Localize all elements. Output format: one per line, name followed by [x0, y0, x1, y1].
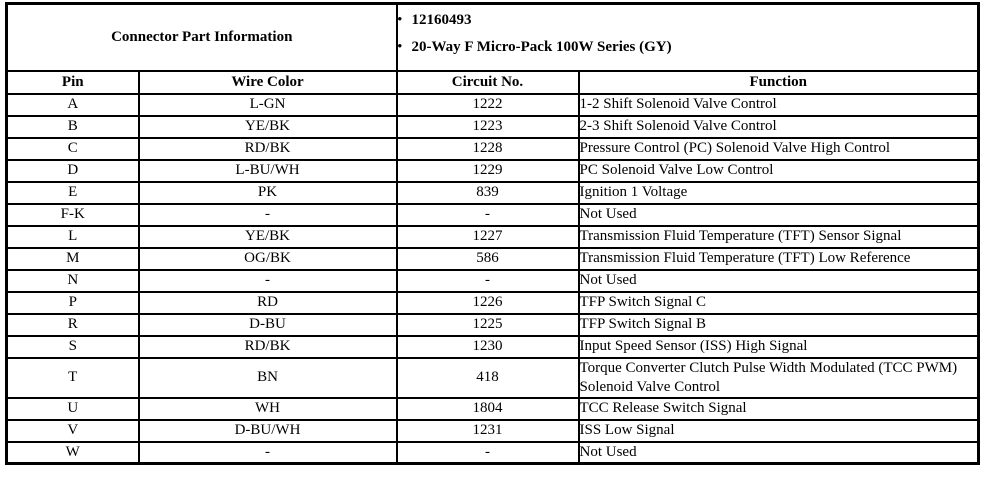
wire-color-cell: L-GN [137, 92, 398, 117]
table-row: A L-GN 1222 1-2 Shift Solenoid Valve Con… [5, 92, 980, 117]
table-row: E PK 839 Ignition 1 Voltage [5, 180, 980, 205]
wire-color-cell: - [137, 268, 398, 293]
function-cell: Not Used [577, 440, 980, 465]
table-row: R D-BU 1225 TFP Switch Signal B [5, 312, 980, 337]
pin-cell: M [5, 246, 140, 271]
circuit-cell: 1230 [395, 334, 580, 359]
pin-cell: D [5, 158, 140, 183]
circuit-cell: - [395, 440, 580, 465]
function-cell: 1-2 Shift Solenoid Valve Control [577, 92, 980, 117]
pin-cell: E [5, 180, 140, 205]
circuit-cell: 586 [395, 246, 580, 271]
header-cell-wire-color: Wire Color [137, 69, 398, 95]
wire-color-cell: D-BU [137, 312, 398, 337]
pin-cell: P [5, 290, 140, 315]
function-cell: TCC Release Switch Signal [577, 396, 980, 421]
wire-color-cell: YE/BK [137, 224, 398, 249]
pin-cell: R [5, 312, 140, 337]
table-row: F-K - - Not Used [5, 202, 980, 227]
part-number-item: • 12160493 [397, 10, 977, 29]
circuit-cell: - [395, 202, 580, 227]
wire-color-cell: - [137, 440, 398, 465]
function-cell: TFP Switch Signal C [577, 290, 980, 315]
circuit-cell: 1225 [395, 312, 580, 337]
header-cell-function: Function [577, 69, 980, 95]
function-cell: TFP Switch Signal B [577, 312, 980, 337]
circuit-cell: 1231 [395, 418, 580, 443]
circuit-cell: 418 [395, 356, 580, 399]
table-row: S RD/BK 1230 Input Speed Sensor (ISS) Hi… [5, 334, 980, 359]
wire-color-cell: WH [137, 396, 398, 421]
wire-color-cell: RD [137, 290, 398, 315]
pin-cell: N [5, 268, 140, 293]
table-row: U WH 1804 TCC Release Switch Signal [5, 396, 980, 421]
function-cell: PC Solenoid Valve Low Control [577, 158, 980, 183]
function-cell: Not Used [577, 268, 980, 293]
pin-cell: C [5, 136, 140, 161]
wire-color-cell: - [137, 202, 398, 227]
pin-cell: F-K [5, 202, 140, 227]
part-info-row: Connector Part Information • 12160493 • 20… [5, 2, 980, 72]
circuit-cell: 1222 [395, 92, 580, 117]
circuit-cell: - [395, 268, 580, 293]
wire-color-cell: BN [137, 356, 398, 399]
function-cell: Ignition 1 Voltage [577, 180, 980, 205]
wire-color-cell: D-BU/WH [137, 418, 398, 443]
circuit-cell: 1804 [395, 396, 580, 421]
function-cell: ISS Low Signal [577, 418, 980, 443]
wire-color-cell: RD/BK [137, 136, 398, 161]
table-row: T BN 418 Torque Converter Clutch Pulse W… [5, 356, 980, 399]
column-header-row: Pin Wire Color Circuit No. Function [5, 69, 980, 95]
function-cell: Transmission Fluid Temperature (TFT) Sen… [577, 224, 980, 249]
circuit-cell: 1223 [395, 114, 580, 139]
table-row: M OG/BK 586 Transmission Fluid Temperatu… [5, 246, 980, 271]
bullet-icon: • [397, 11, 403, 27]
pin-cell: W [5, 440, 140, 465]
wire-color-cell: PK [137, 180, 398, 205]
part-info-details: • 12160493 • 20-Way F Micro-Pack 100W Seri… [395, 2, 980, 72]
circuit-cell: 1228 [395, 136, 580, 161]
circuit-cell: 839 [395, 180, 580, 205]
table-row: C RD/BK 1228 Pressure Control (PC) Solen… [5, 136, 980, 161]
function-cell: Transmission Fluid Temperature (TFT) Low… [577, 246, 980, 271]
pin-cell: L [5, 224, 140, 249]
wire-color-cell: L-BU/WH [137, 158, 398, 183]
function-cell: Input Speed Sensor (ISS) High Signal [577, 334, 980, 359]
part-number-text: 12160493 [411, 12, 472, 29]
connector-series-text: 20-Way F Micro-Pack 100W Series (GY) [411, 39, 672, 56]
pin-cell: B [5, 114, 140, 139]
function-cell: Pressure Control (PC) Solenoid Valve Hig… [577, 136, 980, 161]
table-row: B YE/BK 1223 2-3 Shift Solenoid Valve Co… [5, 114, 980, 139]
table-row: P RD 1226 TFP Switch Signal C [5, 290, 980, 315]
connector-series-item: • 20-Way F Micro-Pack 100W Series (GY) [397, 37, 977, 56]
wire-color-cell: RD/BK [137, 334, 398, 359]
function-cell: Not Used [577, 202, 980, 227]
function-cell: 2-3 Shift Solenoid Valve Control [577, 114, 980, 139]
table-row: N - - Not Used [5, 268, 980, 293]
header-cell-circuit-no: Circuit No. [395, 69, 580, 95]
pin-cell: A [5, 92, 140, 117]
circuit-cell: 1227 [395, 224, 580, 249]
function-cell: Torque Converter Clutch Pulse Width Modu… [577, 356, 980, 399]
pin-cell: S [5, 334, 140, 359]
bullet-icon: • [397, 38, 403, 54]
header-cell-pin: Pin [5, 69, 140, 95]
table-row: L YE/BK 1227 Transmission Fluid Temperat… [5, 224, 980, 249]
wire-color-cell: OG/BK [137, 246, 398, 271]
circuit-cell: 1226 [395, 290, 580, 315]
part-info-title: Connector Part Information [5, 2, 398, 72]
table-row: W - - Not Used [5, 440, 980, 465]
wire-color-cell: YE/BK [137, 114, 398, 139]
pin-cell: U [5, 396, 140, 421]
circuit-cell: 1229 [395, 158, 580, 183]
pin-cell: T [5, 356, 140, 399]
table-row: D L-BU/WH 1229 PC Solenoid Valve Low Con… [5, 158, 980, 183]
connector-pinout-table: Connector Part Information • 12160493 • 20… [5, 2, 980, 465]
table-row: V D-BU/WH 1231 ISS Low Signal [5, 418, 980, 443]
pin-cell: V [5, 418, 140, 443]
